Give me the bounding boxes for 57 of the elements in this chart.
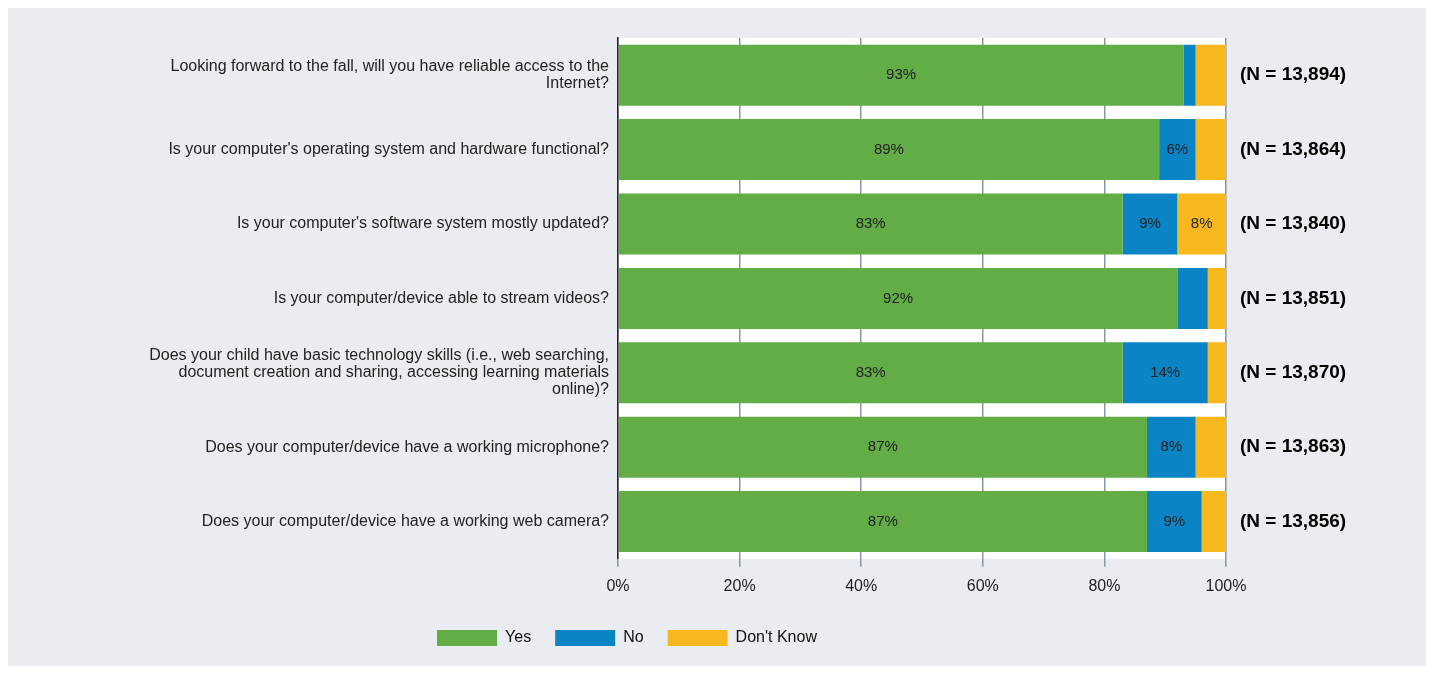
data-label: 83% [855,362,886,380]
bar [1122,193,1178,255]
data-label: 9% [1139,214,1161,232]
data-label: 9% [1163,511,1186,529]
text: (N = 13,856) [1240,509,1347,531]
data-label: 89% [873,139,904,157]
data-label: 92% [883,288,914,306]
y-tick-label: Is your computer/device able to stream videos? [273,288,610,306]
x-tick-label: 60% [966,576,999,594]
bar [1207,267,1226,329]
legend-label: Yes [505,628,532,646]
bar [618,267,1178,329]
bar [1195,119,1226,181]
data-label: 87% [867,437,898,455]
x-tick-label: 80% [1088,576,1121,594]
y-tick-label: Does your child have basic technology skills (i.e., web searching, document creation and sharing, accessing learning materials online)? [149,346,610,398]
y-tick-label: Does your computer/device have a working web camera? [201,512,610,530]
x-tick-label: 100% [1205,576,1247,594]
y-tick-label: Is your computer's operating system and hardware functional? [168,140,610,158]
bar [618,491,1147,553]
text: (N = 13,863) [1240,435,1347,457]
data-label: 14% [1150,362,1181,380]
y-tick-label: Looking forward to the fall, will you have reliable access to the Internet? [170,57,610,92]
bar [1177,267,1208,329]
bar [1146,416,1196,478]
text: (N = 13,870) [1240,361,1347,383]
bar [618,44,1184,106]
bar [618,119,1160,181]
x-tick-label: 40% [845,576,878,594]
bar [1122,342,1208,404]
legend-label: Don't Know [735,628,818,646]
bar [1159,119,1196,181]
x-tick-label: 0% [606,576,630,594]
bar [1146,491,1202,553]
bar [1207,342,1226,404]
bar [618,193,1123,255]
bar [618,416,1147,478]
bar [618,342,1123,404]
bar [1195,44,1226,106]
y-tick-label: Does your computer/device have a working microphone? [205,437,610,455]
x-tick-label: 20% [723,576,756,594]
data-label: 83% [855,214,886,232]
data-label: 8% [1190,214,1213,232]
y-tick-label: Is your computer's software system mostly updated? [236,214,610,232]
text: (N = 13,864) [1240,137,1347,159]
legend-label: No [623,628,644,646]
data-label: 93% [886,65,917,83]
data-label: 87% [867,511,898,529]
bar [1183,44,1196,106]
data-label: 6% [1166,139,1189,157]
text: (N = 13,851) [1240,286,1347,308]
bar [1195,416,1226,478]
text: (N = 13,894) [1240,63,1347,85]
bar [1201,491,1226,553]
text: (N = 13,840) [1240,212,1347,234]
data-label: 8% [1160,437,1183,455]
bar [1177,193,1226,255]
